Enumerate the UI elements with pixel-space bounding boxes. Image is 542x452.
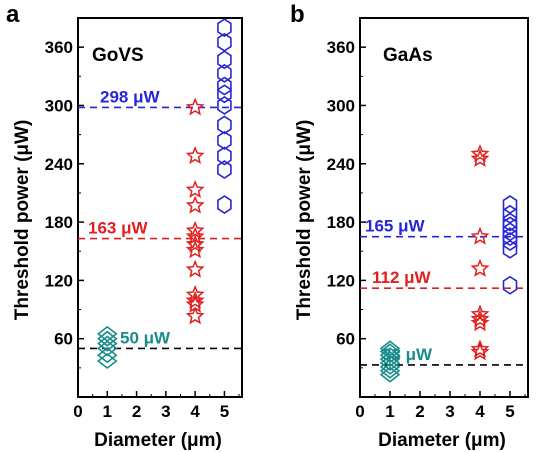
diamond-marker — [379, 340, 401, 357]
star-marker — [185, 220, 205, 239]
star-marker — [185, 97, 205, 116]
hexagon-marker — [502, 212, 518, 232]
x-tick-label: 3 — [445, 402, 454, 421]
y-tick-label: 360 — [45, 38, 73, 57]
x-tick-label: 2 — [415, 402, 424, 421]
hexagon-marker — [502, 275, 518, 295]
hexagon-marker — [502, 227, 518, 247]
material-label: GoVS — [92, 45, 144, 66]
x-tick-label: 4 — [190, 402, 200, 421]
y-tick-label: 300 — [45, 96, 73, 115]
y-tick-label: 180 — [327, 213, 355, 232]
hexagon-marker — [502, 239, 518, 259]
y-tick-label: 120 — [327, 271, 355, 290]
star-marker — [185, 195, 205, 214]
star-marker — [185, 180, 205, 199]
y-axis-title: Threshold power (μW) — [294, 120, 315, 321]
hexagon-marker — [217, 84, 232, 104]
x-tick-label: 5 — [220, 402, 229, 421]
y-axis-title: Threshold power (μW) — [12, 120, 33, 321]
x-tick-label: 1 — [103, 402, 112, 421]
star-marker — [185, 234, 205, 253]
star-marker — [185, 259, 205, 278]
hexagon-marker — [217, 195, 232, 215]
y-tick-label: 60 — [336, 330, 355, 349]
panel-letter: b — [290, 1, 305, 28]
hexagon-marker — [502, 195, 518, 215]
y-tick-label: 300 — [327, 96, 355, 115]
hexagon-marker — [217, 18, 232, 38]
diamond-marker — [96, 325, 118, 342]
star-marker — [185, 306, 205, 325]
star-marker — [470, 342, 490, 361]
diamond-marker — [96, 353, 118, 370]
y-tick-label: 60 — [54, 330, 73, 349]
x-tick-label: 1 — [385, 402, 394, 421]
plot-frame — [77, 17, 243, 398]
hexagon-marker — [217, 76, 232, 96]
y-tick-label: 240 — [327, 155, 355, 174]
hexagon-marker — [217, 96, 232, 115]
hexagon-marker — [217, 115, 232, 135]
reference-line-label: 298 μW — [100, 87, 160, 106]
reference-line-label: 163 μW — [88, 219, 148, 238]
star-marker — [185, 290, 205, 309]
hexagon-marker — [217, 130, 232, 150]
diamond-marker — [379, 343, 401, 360]
x-tick-label: 4 — [475, 402, 485, 421]
hexagon-marker — [217, 146, 232, 166]
star-marker — [185, 226, 205, 245]
hexagon-marker — [502, 216, 518, 236]
reference-line-label: 50 μW — [120, 328, 171, 347]
star-marker — [470, 148, 490, 167]
material-label: GaAs — [383, 45, 433, 66]
hexagon-marker — [217, 50, 232, 70]
hexagon-marker — [502, 232, 518, 251]
star-marker — [470, 304, 490, 323]
hexagon-marker — [217, 63, 232, 83]
star-marker — [185, 146, 205, 165]
star-marker — [470, 313, 490, 332]
x-tick-label: 0 — [73, 402, 82, 421]
plot-area: 0 1 2 3 4 5 60 120 180 240 300 360 298 μW 163 μW 50 μW — [45, 17, 243, 421]
panel-a: a GoVS Threshold power (μW) Diameter (μm… — [6, 1, 243, 451]
hexagon-marker — [217, 160, 232, 180]
star-marker — [470, 258, 490, 277]
reference-line-label: 165 μW — [365, 217, 425, 236]
plot-frame — [359, 17, 529, 398]
diamond-marker — [96, 330, 118, 347]
panel-b: b GaAs Threshold power (μW) Diameter (μm… — [290, 1, 529, 451]
x-tick-label: 0 — [355, 402, 364, 421]
x-tick-label: 5 — [505, 402, 514, 421]
panel-letter: a — [6, 1, 20, 28]
diamond-marker — [96, 347, 118, 364]
y-tick-label: 360 — [327, 38, 355, 57]
star-marker — [470, 226, 490, 245]
x-axis-title: Diameter (μm) — [378, 430, 506, 451]
reference-line-label: 112 μW — [372, 268, 432, 287]
x-tick-label: 2 — [132, 402, 141, 421]
star-marker — [470, 144, 490, 163]
star-marker — [185, 240, 205, 259]
y-tick-label: 120 — [45, 271, 73, 290]
y-tick-label: 240 — [45, 155, 73, 174]
x-axis-title: Diameter (μm) — [94, 430, 222, 451]
x-tick-label: 3 — [161, 402, 170, 421]
star-marker — [470, 309, 490, 328]
star-marker — [470, 339, 490, 358]
y-tick-label: 180 — [45, 213, 73, 232]
